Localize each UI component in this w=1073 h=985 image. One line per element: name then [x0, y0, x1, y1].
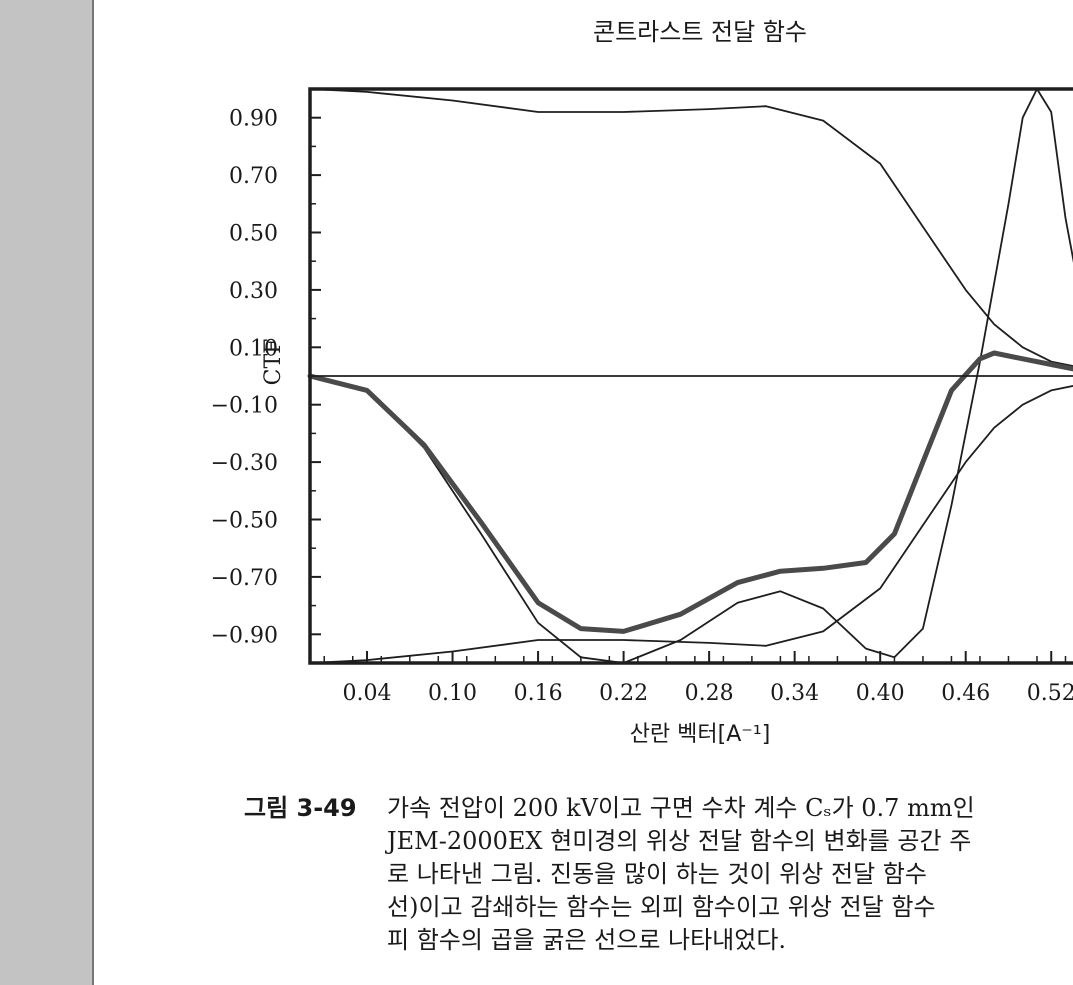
y-tick-label: 0.90: [229, 107, 278, 132]
x-tick-label: 0.10: [428, 681, 477, 706]
caption-line: 피 함수의 곱을 굵은 선으로 나타내었다.: [387, 926, 787, 954]
y-tick-label: −0.10: [211, 394, 278, 419]
plot-area: 0.04 0.10 0.16 0.22 0.28 0.34 0.40 0.46 0.52 0.90…: [211, 87, 1073, 706]
x-tick-label: 0.52: [1027, 681, 1073, 706]
x-tick-label: 0.22: [599, 681, 648, 706]
caption-label: 그림 3-49: [244, 794, 357, 822]
y-tick-label: −0.70: [211, 566, 278, 591]
caption-text: 가속 전압이 200 kV이고 구면 수차 계수 Cₛ가 0.7 mm인 JEM…: [387, 792, 975, 957]
left-gray-panel: [0, 0, 94, 985]
x-tick-label: 0.04: [343, 681, 392, 706]
series-envelope-lower: [309, 385, 1073, 664]
chart-title: 콘트라스트 전달 함수: [593, 18, 807, 46]
y-axis-label: CTF: [261, 339, 286, 386]
y-tick-label: 0.70: [229, 164, 278, 189]
y-tick-label: 0.30: [229, 279, 278, 304]
y-tick-label: 0.10: [229, 336, 278, 361]
x-tick-label: 0.46: [941, 681, 990, 706]
y-tick-label: 0.50: [229, 222, 278, 247]
plot-frame: [308, 87, 1073, 665]
series-product: [307, 350, 1073, 634]
y-tick-label: −0.30: [211, 451, 278, 476]
series-envelope-upper: [309, 88, 1073, 367]
x-tick-label: 0.34: [770, 681, 819, 706]
x-tick-label: 0.40: [856, 681, 905, 706]
y-tick-label: −0.50: [211, 509, 278, 534]
caption-line: 로 나타낸 그림. 진동을 많이 하는 것이 위상 전달 함수: [387, 860, 927, 888]
ctf-chart: 콘트라스트 전달 함수 CTF 산란 벡터[A⁻¹] 0.04 0.10 0.16 0…: [211, 18, 1073, 747]
x-axis-label: 산란 벡터[A⁻¹]: [630, 722, 771, 747]
caption-line: 선)이고 감쇄하는 함수는 외피 함수이고 위상 전달 함수: [387, 893, 936, 921]
y-tick-label: −0.90: [211, 623, 278, 648]
x-tick-label: 0.16: [514, 681, 563, 706]
series-phase-transfer-function: [309, 88, 1073, 664]
caption-line: JEM-2000EX 현미경의 위상 전달 함수의 변화를 공간 주: [387, 827, 972, 855]
document-page: 콘트라스트 전달 함수 CTF 산란 벡터[A⁻¹] 0.04 0.10 0.16 0…: [94, 0, 1073, 985]
caption-line: 가속 전압이 200 kV이고 구면 수차 계수 Cₛ가 0.7 mm인: [387, 794, 975, 822]
x-tick-label: 0.28: [685, 681, 734, 706]
